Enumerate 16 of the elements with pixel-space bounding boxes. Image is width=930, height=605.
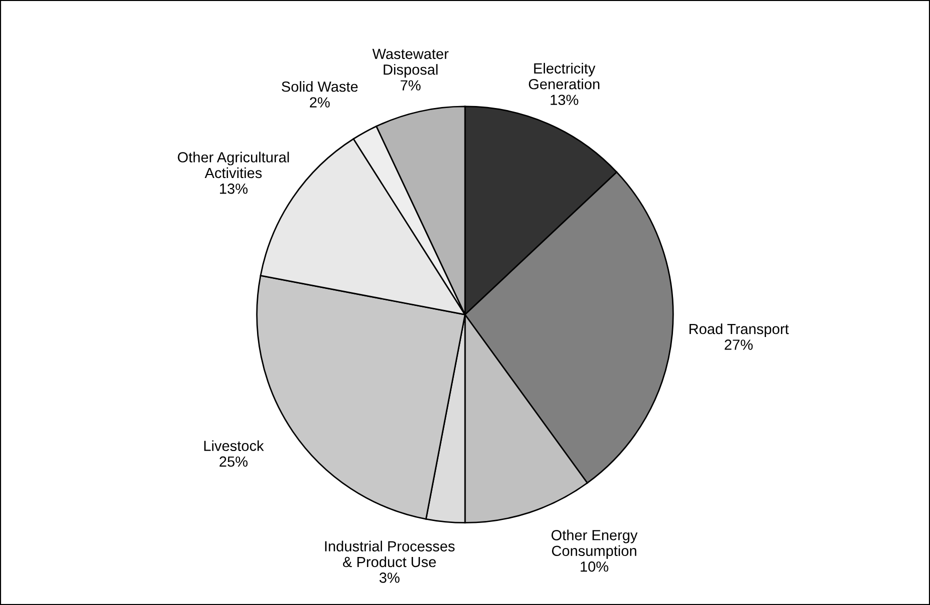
data-label: 25% bbox=[220, 456, 248, 467]
slice-label: Electricity Generation bbox=[528, 62, 600, 90]
data-label: 13% bbox=[220, 184, 248, 194]
slice-label: Industrial Processes & Product Use bbox=[325, 540, 455, 568]
slice-label: Wastewater Disposal bbox=[372, 48, 448, 78]
data-label: 13% bbox=[550, 94, 578, 106]
data-label: 27% bbox=[724, 340, 753, 350]
data-label: 7% bbox=[400, 80, 421, 90]
slice-label: Road Transport bbox=[690, 323, 789, 338]
slice-label: Other Energy Consumption bbox=[552, 530, 638, 559]
slice-label: Other Agricultural Activities bbox=[178, 152, 289, 178]
slice-label: Livestock bbox=[204, 440, 264, 452]
slice-label: Solid Waste bbox=[282, 81, 358, 92]
data-label: 10% bbox=[580, 561, 608, 572]
data-label: 2% bbox=[310, 97, 330, 108]
data-label: 3% bbox=[379, 572, 400, 583]
